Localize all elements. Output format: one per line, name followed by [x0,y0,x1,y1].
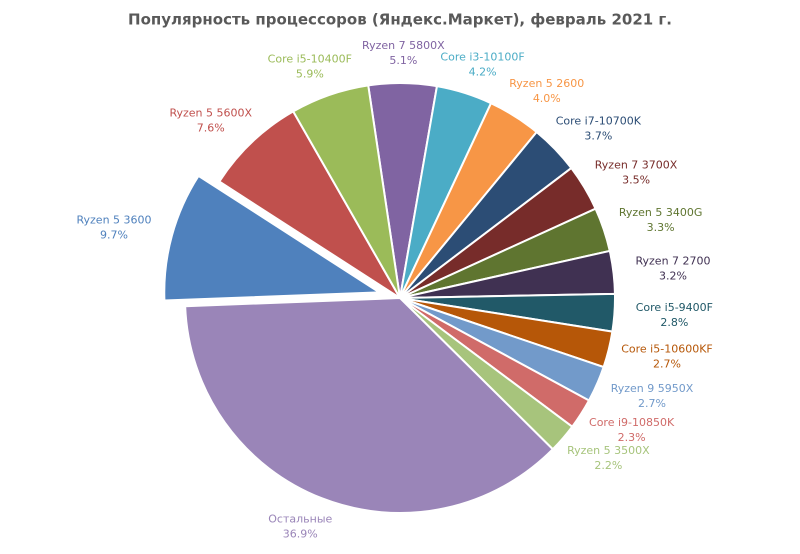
slice-label: Core i5-9400F [636,301,713,314]
slice-value: 3.3% [647,221,675,234]
chart-title: Популярность процессоров (Яндекс.Маркет)… [128,11,672,29]
slice-label: Ryzen 5 3500X [567,444,650,457]
slice-label: Ryzen 7 3700X [595,158,678,171]
slice-label: Core i9-10850K [589,416,675,429]
pie-slice [291,84,401,299]
slice-label: Core i5-10600KF [621,343,713,356]
slice-value: 7.6% [197,121,225,134]
slice-value: 4.2% [469,65,497,78]
slice-value: 2.3% [618,431,646,444]
slice-value: 3.7% [584,129,612,142]
slice-value: 5.1% [389,54,417,67]
slice-label: Ryzen 5 2600 [509,77,584,90]
slice-label: Ryzen 7 2700 [635,255,710,268]
slice-label: Остальные [268,512,332,525]
slice-value: 2.8% [660,316,688,329]
slice-label: Ryzen 5 5600X [169,106,252,119]
slice-value: 3.5% [622,173,650,186]
slice-label: Ryzen 9 5950X [611,382,694,395]
slice-value: 3.2% [659,270,687,283]
slice-label: Ryzen 7 5800X [362,39,445,52]
slice-value: 36.9% [283,527,318,540]
slice-value: 5.9% [296,68,324,81]
slice-label: Core i5-10400F [268,53,352,66]
slice-label: Core i7-10700K [556,114,642,127]
slice-value: 2.2% [594,459,622,472]
slice-label: Ryzen 5 3600 [76,214,151,227]
pie-slice [184,296,555,514]
slice-value: 2.7% [653,358,681,371]
slice-label: Core i3-10100F [440,50,524,63]
pie-slice [163,174,383,302]
slice-value: 9.7% [100,229,128,242]
slice-value: 2.7% [638,397,666,410]
slice-value: 4.0% [533,92,561,105]
slice-label: Ryzen 5 3400G [619,206,703,219]
pie-slice [217,110,401,299]
